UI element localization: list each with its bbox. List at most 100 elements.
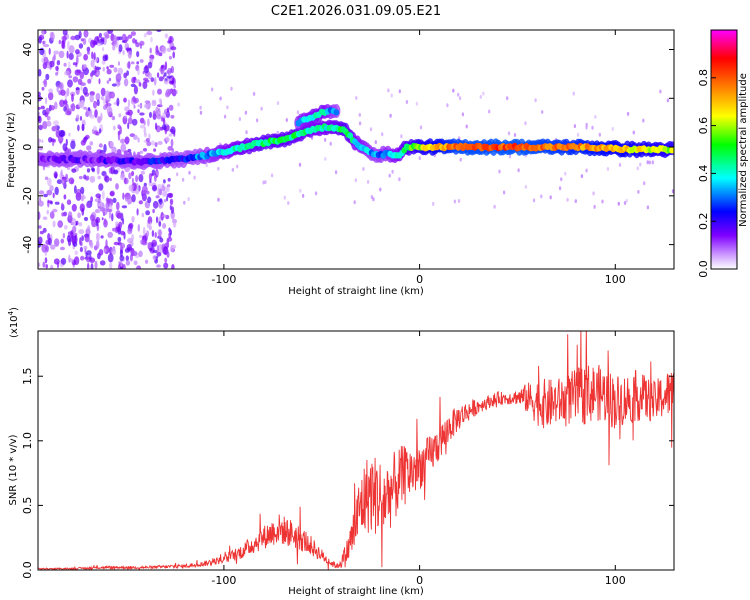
- noise-speckle: [89, 114, 95, 119]
- noise-speckle: [59, 83, 63, 89]
- noise-speckle: [115, 73, 122, 82]
- noise-speckle: [219, 96, 222, 101]
- noise-speckle: [62, 143, 68, 152]
- noise-speckle: [405, 100, 409, 104]
- noise-speckle: [374, 140, 377, 145]
- noise-speckle: [144, 103, 148, 109]
- noise-speckle: [164, 61, 168, 71]
- noise-speckle: [230, 86, 233, 91]
- noise-speckle: [44, 257, 48, 264]
- noise-speckle: [585, 168, 588, 173]
- noise-speckle: [147, 196, 152, 204]
- colorbar-tick-label: 0.0: [697, 260, 710, 278]
- noise-speckle: [131, 118, 138, 126]
- noise-speckle: [156, 30, 162, 33]
- noise-speckle: [211, 87, 214, 92]
- noise-speckle: [75, 87, 80, 91]
- noise-speckle: [155, 106, 159, 115]
- noise-speckle: [252, 91, 256, 96]
- noise-speckle: [105, 197, 110, 203]
- noise-speckle: [170, 138, 174, 148]
- noise-speckle: [86, 145, 92, 151]
- noise-speckle: [45, 97, 48, 105]
- noise-speckle: [39, 196, 42, 203]
- noise-speckle: [166, 75, 172, 79]
- noise-speckle: [127, 117, 133, 125]
- noise-speckle: [41, 139, 44, 143]
- noise-speckle: [193, 175, 196, 180]
- noise-speckle: [169, 204, 172, 211]
- noise-speckle: [142, 148, 148, 152]
- noise-speckle: [139, 112, 145, 116]
- ridge-mark: [347, 132, 354, 139]
- noise-speckle: [79, 71, 85, 80]
- noise-speckle: [76, 69, 82, 74]
- noise-speckle: [133, 104, 136, 109]
- noise-speckle: [119, 125, 122, 135]
- noise-speckle: [155, 216, 159, 224]
- noise-speckle: [122, 192, 125, 200]
- noise-speckle: [362, 167, 365, 171]
- noise-speckle: [167, 107, 169, 113]
- noise-speckle: [94, 109, 98, 118]
- noise-speckle: [44, 176, 49, 181]
- noise-speckle: [46, 120, 52, 127]
- noise-speckle: [157, 141, 163, 145]
- noise-speckle: [78, 101, 82, 108]
- noise-speckle: [128, 184, 134, 192]
- noise-speckle: [573, 124, 577, 129]
- noise-speckle: [507, 131, 511, 136]
- noise-speckle: [157, 187, 160, 196]
- noise-speckle: [260, 106, 263, 111]
- noise-speckle: [80, 38, 84, 42]
- noise-speckle: [100, 37, 105, 42]
- noise-speckle: [66, 50, 69, 59]
- noise-speckle: [532, 198, 536, 203]
- noise-speckle: [127, 122, 130, 130]
- noise-speckle: [285, 118, 288, 122]
- noise-speckle: [56, 60, 61, 66]
- noise-speckle: [80, 255, 85, 261]
- noise-speckle: [145, 259, 149, 264]
- colorbar-gradient: [710, 29, 738, 270]
- noise-speckle: [299, 188, 302, 193]
- noise-speckle: [149, 111, 152, 118]
- noise-speckle: [671, 189, 674, 194]
- noise-speckle: [53, 171, 58, 179]
- noise-speckle: [143, 120, 146, 126]
- noise-speckle: [127, 34, 133, 39]
- noise-speckle: [41, 86, 45, 91]
- noise-speckle: [106, 103, 112, 107]
- noise-speckle: [68, 52, 74, 61]
- noise-speckle: [120, 138, 126, 144]
- noise-speckle: [123, 72, 128, 79]
- noise-speckle: [298, 162, 302, 167]
- noise-speckle: [162, 124, 167, 131]
- noise-speckle: [38, 225, 42, 229]
- noise-speckle: [139, 124, 145, 129]
- noise-speckle: [97, 202, 102, 207]
- noise-speckle: [147, 61, 153, 69]
- noise-speckle: [83, 245, 88, 250]
- noise-speckle: [119, 249, 123, 257]
- noise-speckle: [63, 106, 67, 112]
- noise-speckle: [151, 230, 155, 237]
- noise-speckle: [61, 202, 64, 210]
- snr-ticks: -100 0 100 0.0 0.5 1.0 1.5: [21, 331, 674, 587]
- noise-speckle: [158, 221, 162, 227]
- noise-speckle: [148, 133, 151, 140]
- noise-speckle: [76, 188, 82, 198]
- noise-speckle: [130, 31, 136, 36]
- noise-speckle: [38, 138, 42, 143]
- noise-speckle: [83, 174, 87, 180]
- noise-speckle: [122, 264, 126, 269]
- noise-speckle: [109, 64, 115, 68]
- noise-speckle: [217, 166, 220, 171]
- noise-speckle: [109, 262, 113, 269]
- noise-speckle: [66, 87, 70, 97]
- noise-speckle: [453, 199, 457, 204]
- noise-speckle: [68, 132, 71, 137]
- noise-speckle: [42, 40, 46, 45]
- noise-speckle: [116, 201, 120, 211]
- noise-speckle: [153, 148, 157, 152]
